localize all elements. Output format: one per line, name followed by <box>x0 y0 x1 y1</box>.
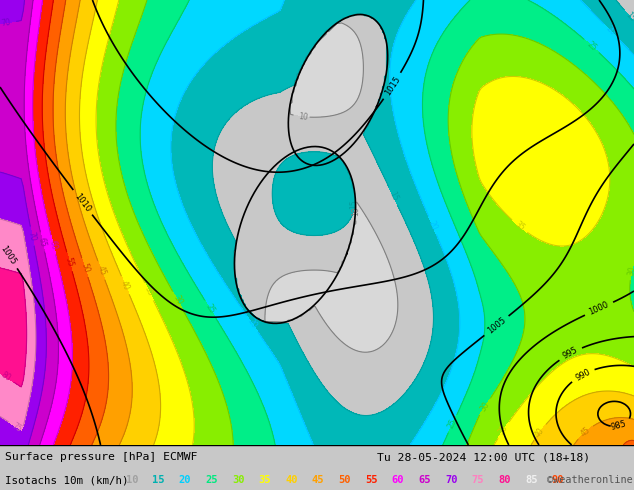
Text: 65: 65 <box>418 475 431 485</box>
Text: Tu 28-05-2024 12:00 UTC (18+18): Tu 28-05-2024 12:00 UTC (18+18) <box>377 452 590 462</box>
Text: 20: 20 <box>427 220 439 232</box>
Text: 10: 10 <box>351 206 361 216</box>
Text: 1005: 1005 <box>0 244 18 267</box>
Text: 35: 35 <box>513 220 526 233</box>
Text: 70: 70 <box>27 231 37 242</box>
Text: 30: 30 <box>479 400 491 413</box>
Text: ©weatheronline.co.uk: ©weatheronline.co.uk <box>547 475 634 485</box>
Text: 10: 10 <box>126 475 138 485</box>
Text: 45: 45 <box>578 425 592 439</box>
Text: 25: 25 <box>446 417 459 430</box>
Text: 25: 25 <box>585 39 598 52</box>
Text: 40: 40 <box>533 425 547 439</box>
Text: 35: 35 <box>497 423 510 437</box>
Text: 1010: 1010 <box>73 191 93 214</box>
Text: 60: 60 <box>392 475 404 485</box>
Text: 45: 45 <box>312 475 325 485</box>
Text: 40: 40 <box>119 279 131 292</box>
Text: 15: 15 <box>624 10 634 24</box>
Text: 25: 25 <box>205 475 218 485</box>
Text: 55: 55 <box>64 256 75 268</box>
Text: 60: 60 <box>48 239 59 250</box>
Text: 30: 30 <box>232 475 245 485</box>
Text: 50: 50 <box>79 262 91 273</box>
Text: 35: 35 <box>259 475 271 485</box>
Text: 10: 10 <box>298 112 309 122</box>
Text: 80: 80 <box>498 475 511 485</box>
Text: 75: 75 <box>472 475 484 485</box>
Text: 65: 65 <box>37 236 48 247</box>
Text: 55: 55 <box>365 475 378 485</box>
Text: 90: 90 <box>552 475 564 485</box>
Text: 1000: 1000 <box>588 300 611 317</box>
Text: 25: 25 <box>204 302 216 315</box>
Text: 20: 20 <box>179 475 191 485</box>
Text: 1015: 1015 <box>383 74 402 97</box>
Text: 15: 15 <box>387 190 399 202</box>
Text: 40: 40 <box>285 475 298 485</box>
Text: 985: 985 <box>610 419 628 432</box>
Text: 1005: 1005 <box>486 316 507 336</box>
Text: 70: 70 <box>445 475 458 485</box>
Text: 45: 45 <box>95 264 107 276</box>
Text: Isotachs 10m (km/h): Isotachs 10m (km/h) <box>5 475 129 485</box>
Text: 20: 20 <box>604 24 618 38</box>
Text: 15: 15 <box>349 199 359 209</box>
Text: 990: 990 <box>574 367 592 382</box>
Text: 20: 20 <box>246 318 259 330</box>
Text: 70: 70 <box>1 18 11 28</box>
Text: 15: 15 <box>152 475 165 485</box>
Text: Surface pressure [hPa] ECMWF: Surface pressure [hPa] ECMWF <box>5 452 198 462</box>
Text: 35: 35 <box>143 285 155 298</box>
Text: 50: 50 <box>339 475 351 485</box>
Text: 85: 85 <box>525 475 538 485</box>
Text: 30: 30 <box>171 294 184 307</box>
Text: 30: 30 <box>626 265 634 276</box>
Text: 80: 80 <box>0 370 12 383</box>
Text: 995: 995 <box>561 346 579 361</box>
Text: 75: 75 <box>10 421 23 434</box>
